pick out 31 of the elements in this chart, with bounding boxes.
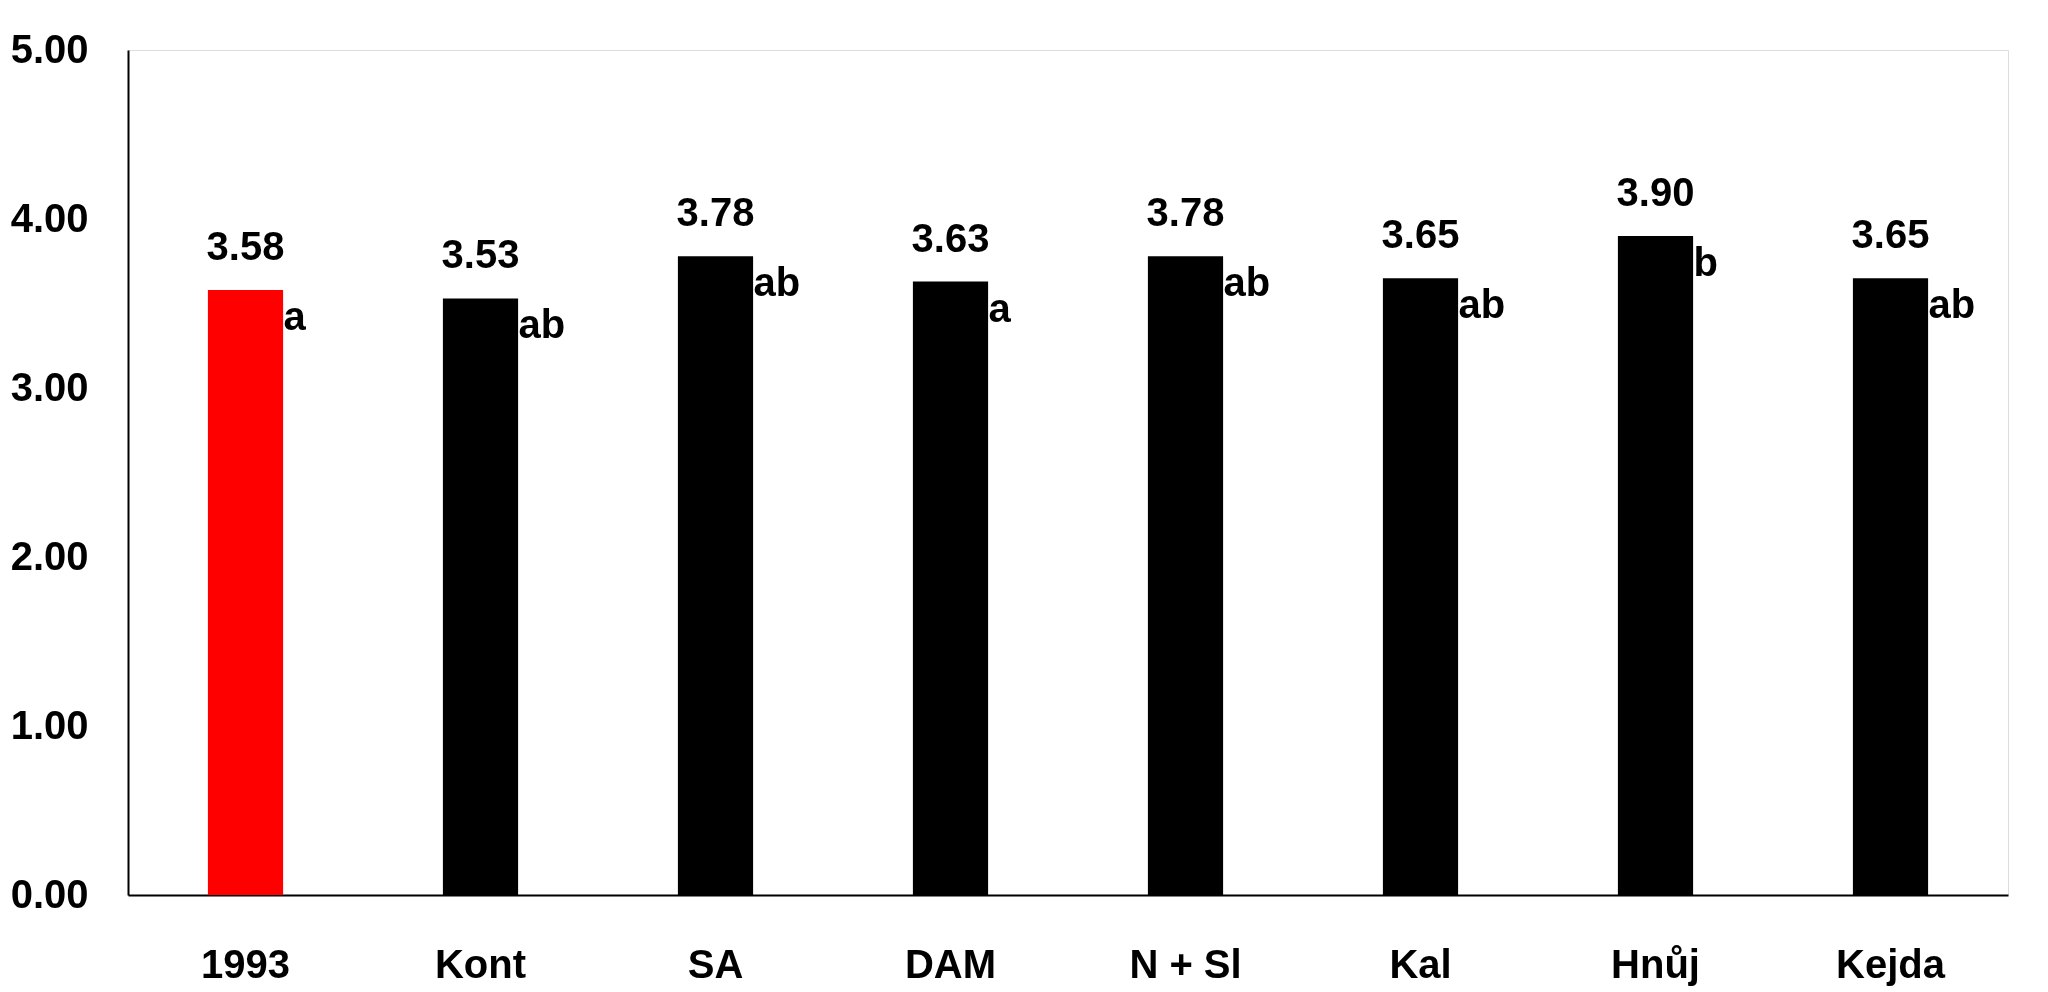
annotation: ab: [1928, 282, 1976, 327]
annotation: b: [1693, 239, 1718, 284]
y-tick-label: 2.00: [10, 533, 89, 578]
y-tick-label: 3.00: [10, 364, 89, 409]
x-tick-label: SA: [687, 941, 744, 986]
x-tick-label: Hnůj: [1611, 941, 1700, 986]
annotation: ab: [518, 302, 566, 347]
y-tick-label: 1.00: [10, 702, 89, 747]
y-tick-label: 5.00: [10, 26, 89, 71]
data-label: 3.65: [1851, 212, 1930, 257]
annotation: a: [283, 293, 307, 338]
x-tick-label: DAM: [904, 941, 997, 986]
data-label: 3.63: [911, 215, 990, 260]
annotation: ab: [1223, 260, 1271, 305]
x-tick-label: N + Sl: [1129, 941, 1242, 986]
x-tick-label: 1993: [201, 941, 290, 986]
x-tick-label: Kal: [1389, 941, 1452, 986]
data-label: 3.58: [206, 223, 285, 268]
x-tick-label: Kont: [434, 941, 527, 986]
data-label: 3.53: [441, 232, 520, 277]
annotation: ab: [1458, 282, 1506, 327]
y-tick-label: 0.00: [10, 871, 89, 916]
x-tick-label: Kejda: [1836, 941, 1946, 986]
annotation: a: [988, 285, 1012, 330]
data-label: 3.78: [1146, 190, 1225, 235]
bar: [207, 289, 284, 895]
y-tick-label: 4.00: [10, 195, 89, 240]
data-label: 3.90: [1616, 169, 1695, 214]
annotation: ab: [753, 260, 801, 305]
data-label: 3.78: [676, 190, 755, 235]
data-label: 3.65: [1381, 212, 1460, 257]
